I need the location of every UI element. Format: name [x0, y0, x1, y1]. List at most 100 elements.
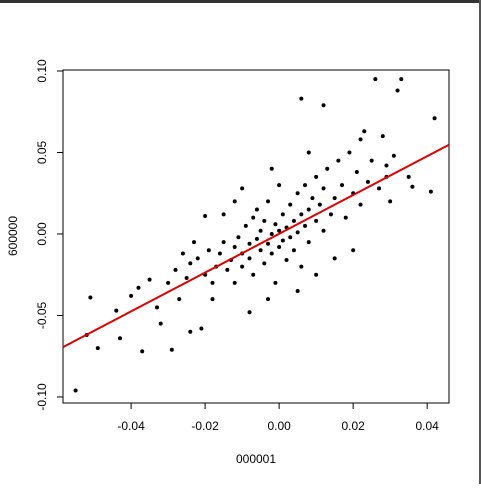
- point: [391, 153, 396, 158]
- point: [277, 228, 282, 233]
- point: [232, 280, 237, 285]
- point: [351, 248, 356, 253]
- point: [354, 170, 359, 175]
- point: [258, 228, 263, 233]
- point: [321, 186, 326, 191]
- point: [166, 280, 171, 285]
- point: [117, 336, 122, 341]
- point: [269, 231, 274, 236]
- point: [317, 202, 322, 207]
- point: [240, 264, 245, 269]
- point: [203, 214, 208, 219]
- point: [225, 267, 230, 272]
- point: [314, 218, 319, 223]
- point: [269, 251, 274, 256]
- point: [336, 158, 341, 163]
- point: [273, 280, 278, 285]
- point: [262, 218, 267, 223]
- point: [406, 174, 411, 179]
- point: [155, 305, 160, 310]
- point: [254, 207, 259, 212]
- point: [428, 189, 433, 194]
- point: [192, 240, 197, 245]
- point: [365, 179, 370, 184]
- point: [303, 223, 308, 228]
- point: [303, 183, 308, 188]
- point: [384, 163, 389, 168]
- point: [114, 308, 119, 313]
- point: [251, 215, 256, 220]
- point: [210, 297, 215, 302]
- point: [240, 186, 245, 191]
- point: [295, 230, 300, 235]
- point: [328, 212, 333, 217]
- point: [129, 293, 134, 298]
- point: [243, 223, 248, 228]
- point: [254, 236, 259, 241]
- point: [325, 166, 330, 171]
- x-tick-label: -0.04: [117, 419, 145, 433]
- point: [184, 275, 189, 280]
- point: [358, 137, 363, 142]
- point: [217, 251, 222, 256]
- x-tick-label: 0.02: [341, 419, 365, 433]
- point: [188, 329, 193, 334]
- point: [195, 256, 200, 261]
- point: [343, 215, 348, 220]
- point: [306, 240, 311, 245]
- point: [299, 212, 304, 217]
- plot-box: [62, 69, 450, 404]
- x-axis-label: 000001: [236, 452, 276, 466]
- point: [73, 388, 78, 393]
- point: [136, 285, 141, 290]
- point: [262, 261, 267, 266]
- x-tick-label: 0.04: [415, 419, 439, 433]
- point: [373, 77, 378, 82]
- point: [158, 321, 163, 326]
- point: [306, 207, 311, 212]
- y-axis-label: 600000: [6, 216, 20, 256]
- point: [140, 349, 145, 354]
- point: [247, 241, 252, 246]
- point: [377, 186, 382, 191]
- point: [177, 297, 182, 302]
- point: [280, 212, 285, 217]
- point: [266, 241, 271, 246]
- top-border: [0, 0, 481, 3]
- point: [258, 248, 263, 253]
- point: [332, 196, 337, 201]
- regression-line: [62, 143, 450, 348]
- point: [299, 96, 304, 101]
- point: [147, 277, 152, 282]
- point: [306, 150, 311, 155]
- point: [432, 116, 437, 121]
- point: [173, 267, 178, 272]
- point: [266, 297, 271, 302]
- point: [273, 222, 278, 227]
- point: [210, 280, 215, 285]
- point: [291, 248, 296, 253]
- point: [247, 310, 252, 315]
- point: [380, 134, 385, 139]
- point: [88, 295, 93, 300]
- point: [266, 199, 271, 204]
- point: [314, 174, 319, 179]
- point: [284, 258, 289, 263]
- y-tick-label: -0.10: [35, 383, 49, 411]
- point: [340, 183, 345, 188]
- y-tick-label: 0.00: [35, 222, 49, 246]
- point: [280, 238, 285, 243]
- point: [95, 346, 100, 351]
- point: [362, 129, 367, 134]
- point: [399, 77, 404, 82]
- point: [299, 264, 304, 269]
- point: [169, 347, 174, 352]
- point: [188, 261, 193, 266]
- point: [247, 256, 252, 261]
- point: [221, 240, 226, 245]
- point: [310, 196, 315, 201]
- y-tick-label: 0.10: [35, 59, 49, 83]
- point: [288, 235, 293, 240]
- point: [269, 166, 274, 171]
